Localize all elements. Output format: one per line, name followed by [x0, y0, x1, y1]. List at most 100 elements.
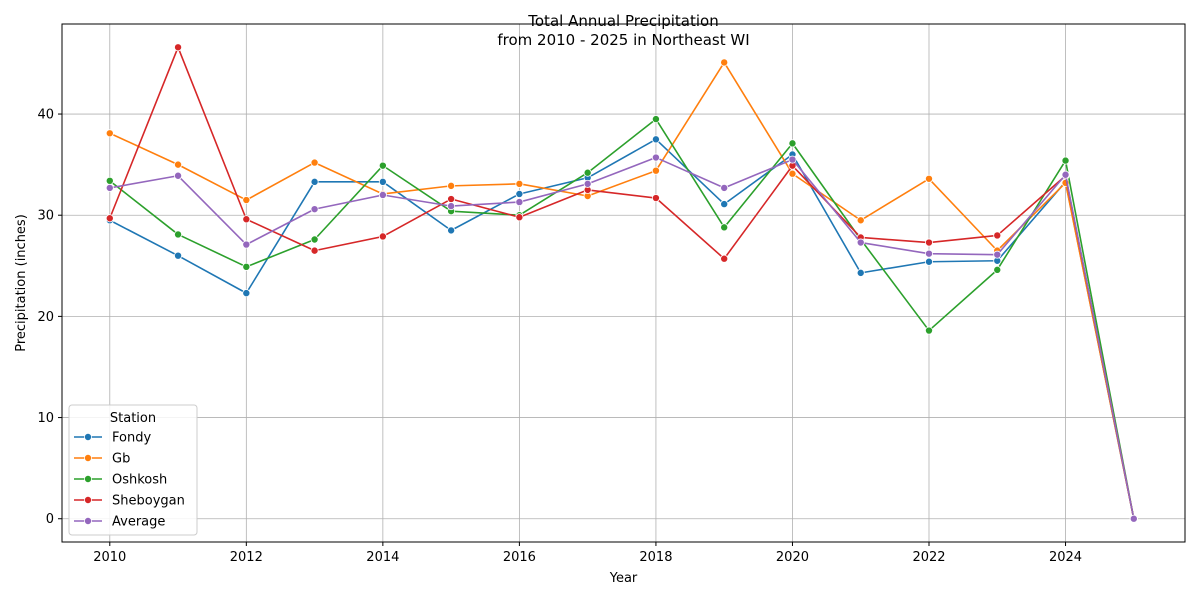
y-axis-label: Precipitation (inches) — [14, 214, 29, 352]
legend-items: Fondy Gb Oshkosh Sheboygan Average — [74, 431, 185, 530]
data-point-fondy — [174, 251, 183, 260]
series-line-gb — [109, 61, 1135, 519]
data-point-average — [310, 205, 319, 214]
data-point-oshkosh — [583, 168, 592, 177]
chart-title: Total Annual Precipitation — [527, 12, 718, 30]
legend-item-sheboygan: Sheboygan — [74, 494, 185, 509]
x-axis-ticks: 2010 2012 2014 2016 2018 2020 2022 2024 — [93, 542, 1082, 565]
data-point-gb — [242, 196, 251, 205]
data-point-gb — [310, 158, 319, 167]
data-point-average — [651, 153, 660, 162]
data-point-gb — [515, 179, 524, 188]
data-point-average — [856, 238, 865, 247]
legend-item-average: Average — [74, 515, 165, 530]
legend: Station Fondy Gb Oshkosh Sheboygan Average — [68, 404, 198, 536]
series-lines — [105, 43, 1138, 523]
data-point-fondy — [924, 257, 933, 266]
data-point-oshkosh — [924, 326, 933, 335]
data-point-average — [993, 250, 1002, 259]
x-tick-label: 2018 — [639, 550, 672, 565]
legend-swatch-marker — [84, 453, 93, 462]
legend-title: Station — [110, 411, 156, 426]
data-point-oshkosh — [651, 115, 660, 124]
data-point-sheboygan — [310, 246, 319, 255]
data-point-fondy — [856, 268, 865, 277]
data-point-gb — [924, 174, 933, 183]
data-point-fondy — [515, 189, 524, 198]
data-point-gb — [174, 160, 183, 169]
legend-swatch-marker — [84, 495, 93, 504]
legend-label: Fondy — [112, 431, 151, 446]
data-point-average — [720, 183, 729, 192]
data-point-sheboygan — [993, 231, 1002, 240]
series-line-fondy — [109, 138, 1135, 519]
data-point-gb — [788, 169, 797, 178]
data-point-average — [174, 171, 183, 180]
data-point-oshkosh — [310, 235, 319, 244]
data-point-average — [515, 198, 524, 207]
data-point-gb — [651, 166, 660, 175]
data-point-sheboygan — [105, 214, 114, 223]
data-point-sheboygan — [242, 215, 251, 224]
legend-label: Average — [112, 515, 165, 530]
data-point-sheboygan — [924, 238, 933, 247]
legend-swatch-marker — [84, 432, 93, 441]
legend-item-gb: Gb — [74, 452, 130, 467]
data-point-sheboygan — [720, 254, 729, 263]
chart-subtitle: from 2010 - 2025 in Northeast WI — [497, 31, 749, 49]
x-tick-label: 2024 — [1049, 550, 1082, 565]
legend-label: Sheboygan — [112, 494, 185, 509]
y-tick-label: 40 — [37, 108, 54, 123]
legend-swatch-marker — [84, 517, 93, 526]
data-point-sheboygan — [378, 232, 387, 241]
y-tick-label: 30 — [37, 209, 54, 224]
x-tick-label: 2012 — [230, 550, 263, 565]
data-point-fondy — [310, 177, 319, 186]
plot-area-frame — [61, 23, 1186, 543]
data-point-average — [788, 155, 797, 164]
data-point-average — [242, 240, 251, 249]
data-point-gb — [105, 129, 114, 138]
y-tick-label: 0 — [46, 512, 54, 527]
data-point-oshkosh — [1061, 156, 1070, 165]
data-point-average — [1129, 514, 1138, 523]
data-point-fondy — [720, 200, 729, 209]
legend-item-oshkosh: Oshkosh — [74, 473, 167, 488]
data-point-fondy — [242, 289, 251, 298]
data-point-oshkosh — [242, 262, 251, 271]
grid — [62, 24, 1185, 542]
x-tick-label: 2014 — [366, 550, 399, 565]
data-point-oshkosh — [993, 265, 1002, 274]
data-point-oshkosh — [105, 176, 114, 185]
legend-label: Oshkosh — [112, 473, 167, 488]
data-point-average — [583, 179, 592, 188]
x-tick-label: 2020 — [776, 550, 809, 565]
data-point-oshkosh — [174, 230, 183, 239]
legend-swatch-marker — [84, 474, 93, 483]
data-point-gb — [720, 58, 729, 67]
x-axis-label: Year — [609, 571, 638, 586]
data-point-fondy — [447, 226, 456, 235]
series-line-sheboygan — [109, 46, 1135, 519]
data-point-fondy — [378, 177, 387, 186]
data-point-sheboygan — [174, 43, 183, 52]
data-point-sheboygan — [447, 195, 456, 204]
y-tick-label: 20 — [37, 310, 54, 325]
x-tick-label: 2022 — [912, 550, 945, 565]
series-gb — [105, 58, 1138, 523]
x-tick-label: 2010 — [93, 550, 126, 565]
y-tick-label: 10 — [37, 411, 54, 426]
data-point-average — [378, 190, 387, 199]
data-point-sheboygan — [515, 213, 524, 222]
series-average — [105, 153, 1138, 523]
legend-item-fondy: Fondy — [74, 431, 151, 446]
series-line-average — [109, 156, 1135, 519]
data-point-gb — [856, 216, 865, 225]
data-point-sheboygan — [651, 194, 660, 203]
data-point-fondy — [651, 135, 660, 144]
data-point-average — [447, 202, 456, 211]
data-point-gb — [447, 181, 456, 190]
data-point-average — [924, 249, 933, 258]
legend-label: Gb — [112, 452, 130, 467]
